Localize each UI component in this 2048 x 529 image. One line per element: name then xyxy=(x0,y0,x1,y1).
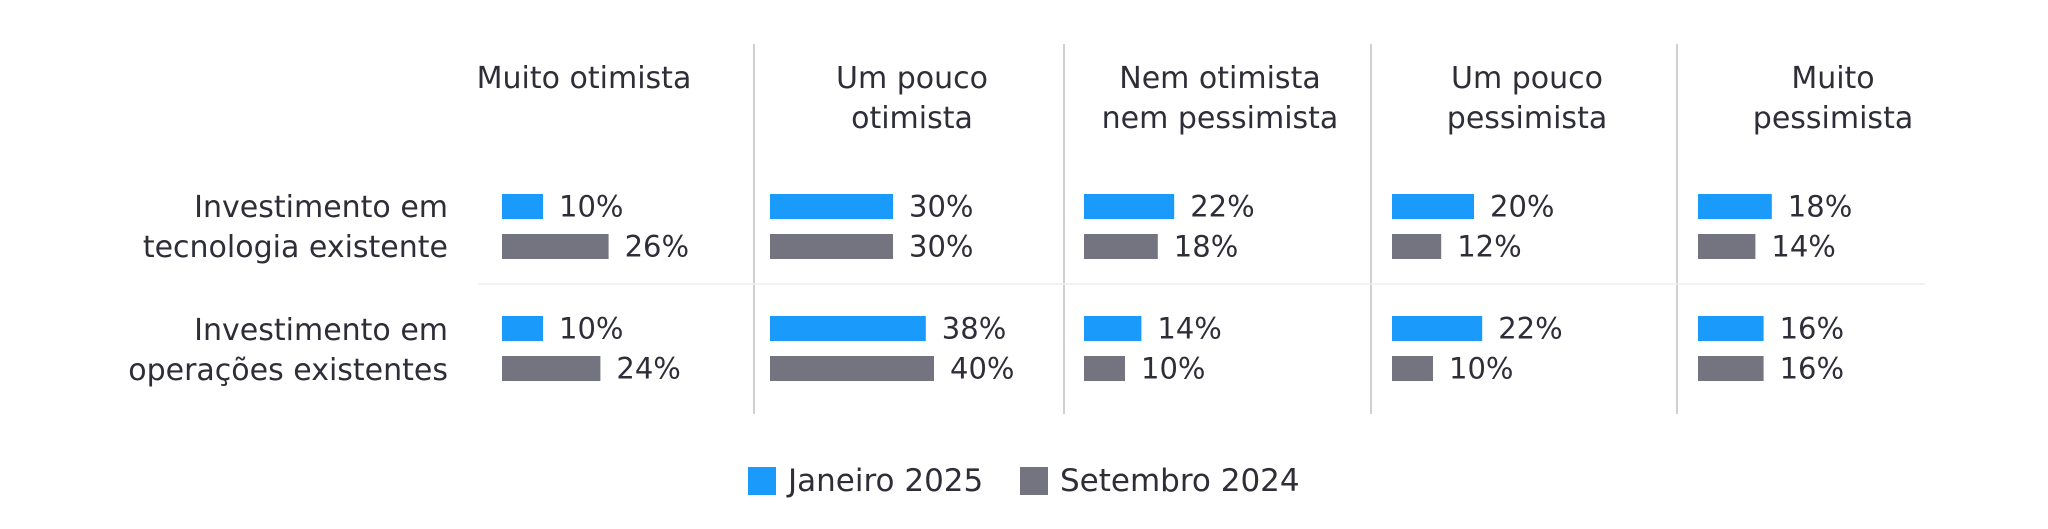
row-labels: Investimento em tecnologia existente Inves… xyxy=(128,190,448,388)
legend-label-janeiro-2025: Janeiro 2025 xyxy=(786,463,983,499)
data-label-setembro-2024-muito-pessimista-row-2: 16% xyxy=(1780,352,1844,386)
data-label-setembro-2024-nem-otimista-nem-pessimista-row-2: 10% xyxy=(1141,352,1205,386)
bars: 10% 30% 22% 20% 18% 26% 30% 18% 12% 14% 10% 38% 14% 2… xyxy=(502,190,1852,386)
bar-janeiro-2025-muito-pessimista-row-1 xyxy=(1698,194,1772,219)
column-header-nem-otimista-nem-pessimista-line-2: nem pessimista xyxy=(1102,101,1339,136)
data-label-janeiro-2025-nem-otimista-nem-pessimista-row-1: 22% xyxy=(1190,190,1254,224)
data-label-setembro-2024-muito-otimista-row-2: 24% xyxy=(616,352,680,386)
column-header-um-pouco-otimista-line-2: otimista xyxy=(851,101,973,136)
legend-swatch-janeiro-2025 xyxy=(748,467,776,495)
column-header-um-pouco-pessimista-line-2: pessimista xyxy=(1447,101,1607,136)
column-header-muito-pessimista-line-1: Muito xyxy=(1791,61,1874,96)
bar-janeiro-2025-nem-otimista-nem-pessimista-row-1 xyxy=(1084,194,1175,219)
data-label-setembro-2024-muito-otimista-row-1: 26% xyxy=(625,230,689,264)
data-label-setembro-2024-muito-pessimista-row-1: 14% xyxy=(1771,230,1835,264)
bar-janeiro-2025-muito-otimista-row-2 xyxy=(502,316,543,341)
row-label-1-line-2: tecnologia existente xyxy=(143,230,448,265)
bar-setembro-2024-muito-otimista-row-2 xyxy=(502,356,601,381)
legend: Janeiro 2025 Setembro 2024 xyxy=(748,463,1300,499)
bar-setembro-2024-um-pouco-otimista-row-1 xyxy=(770,234,893,259)
bar-janeiro-2025-um-pouco-otimista-row-2 xyxy=(770,316,926,341)
data-label-janeiro-2025-muito-otimista-row-1: 10% xyxy=(559,190,623,224)
column-header-um-pouco-otimista-line-1: Um pouco xyxy=(836,61,988,96)
row-label-1-line-1: Investimento em xyxy=(194,190,448,225)
column-header-nem-otimista-nem-pessimista-line-1: Nem otimista xyxy=(1119,61,1320,96)
bar-setembro-2024-um-pouco-pessimista-row-2 xyxy=(1392,356,1433,381)
data-label-setembro-2024-um-pouco-otimista-row-1: 30% xyxy=(909,230,973,264)
bar-janeiro-2025-muito-pessimista-row-2 xyxy=(1698,316,1764,341)
data-label-janeiro-2025-nem-otimista-nem-pessimista-row-2: 14% xyxy=(1157,312,1221,346)
bar-setembro-2024-nem-otimista-nem-pessimista-row-1 xyxy=(1084,234,1158,259)
bar-setembro-2024-muito-pessimista-row-2 xyxy=(1698,356,1764,381)
legend-label-setembro-2024: Setembro 2024 xyxy=(1060,463,1300,499)
data-label-janeiro-2025-um-pouco-pessimista-row-2: 22% xyxy=(1498,312,1562,346)
column-header-muito-otimista-line-1: Muito otimista xyxy=(477,61,692,96)
row-label-2-line-1: Investimento em xyxy=(194,313,448,348)
bar-setembro-2024-muito-pessimista-row-1 xyxy=(1698,234,1756,259)
column-header-um-pouco-pessimista-line-1: Um pouco xyxy=(1451,61,1603,96)
row-label-2-line-2: operações existentes xyxy=(128,353,448,388)
bar-janeiro-2025-um-pouco-pessimista-row-1 xyxy=(1392,194,1474,219)
column-dividers xyxy=(753,44,1678,414)
data-label-janeiro-2025-muito-otimista-row-2: 10% xyxy=(559,312,623,346)
data-label-setembro-2024-nem-otimista-nem-pessimista-row-1: 18% xyxy=(1174,230,1238,264)
bar-janeiro-2025-muito-otimista-row-1 xyxy=(502,194,543,219)
data-label-janeiro-2025-um-pouco-otimista-row-2: 38% xyxy=(942,312,1006,346)
data-label-janeiro-2025-um-pouco-pessimista-row-1: 20% xyxy=(1490,190,1554,224)
column-header-muito-pessimista-line-2: pessimista xyxy=(1753,101,1913,136)
data-label-setembro-2024-um-pouco-pessimista-row-1: 12% xyxy=(1457,230,1521,264)
bar-setembro-2024-nem-otimista-nem-pessimista-row-2 xyxy=(1084,356,1125,381)
bar-janeiro-2025-um-pouco-otimista-row-1 xyxy=(770,194,893,219)
data-label-janeiro-2025-muito-pessimista-row-1: 18% xyxy=(1788,190,1852,224)
data-label-setembro-2024-um-pouco-pessimista-row-2: 10% xyxy=(1449,352,1513,386)
column-headers: Muito otimista Um pouco otimista Nem otimis… xyxy=(477,61,1914,136)
bar-setembro-2024-muito-otimista-row-1 xyxy=(502,234,609,259)
bar-setembro-2024-um-pouco-pessimista-row-1 xyxy=(1392,234,1442,259)
data-label-janeiro-2025-muito-pessimista-row-2: 16% xyxy=(1780,312,1844,346)
bar-setembro-2024-um-pouco-otimista-row-2 xyxy=(770,356,934,381)
bar-janeiro-2025-um-pouco-pessimista-row-2 xyxy=(1392,316,1483,341)
data-label-janeiro-2025-um-pouco-otimista-row-1: 30% xyxy=(909,190,973,224)
legend-swatch-setembro-2024 xyxy=(1020,467,1048,495)
data-label-setembro-2024-um-pouco-otimista-row-2: 40% xyxy=(950,352,1014,386)
bar-janeiro-2025-nem-otimista-nem-pessimista-row-2 xyxy=(1084,316,1142,341)
